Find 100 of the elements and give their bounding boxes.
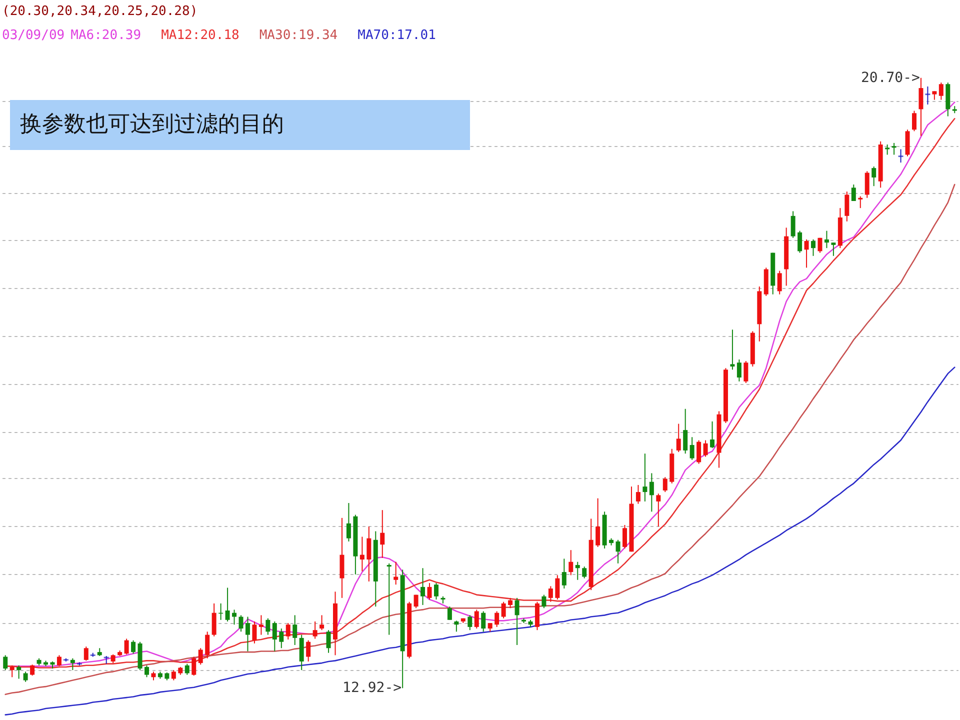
candlestick	[380, 510, 385, 558]
candlestick	[205, 631, 210, 659]
candlestick	[225, 587, 230, 622]
candlestick	[427, 582, 432, 600]
candlestick	[777, 270, 782, 295]
candlestick	[898, 148, 904, 164]
candlestick	[386, 562, 392, 636]
candlestick	[394, 561, 398, 586]
candlestick	[804, 238, 809, 268]
candlestick	[710, 420, 715, 449]
candlestick	[366, 526, 372, 582]
candlestick	[912, 110, 916, 132]
candlestick	[292, 614, 298, 646]
candlestick	[703, 440, 708, 458]
candlestick	[736, 358, 742, 382]
candlestick	[3, 654, 8, 671]
candlestick	[790, 210, 796, 238]
candlestick	[568, 550, 574, 576]
candlestick	[575, 561, 580, 580]
candlestick	[306, 640, 311, 662]
annotation: 12.92->	[342, 680, 402, 696]
candlestick	[501, 601, 506, 619]
text: MA12:20.18	[161, 28, 240, 43]
candlestick	[534, 601, 540, 631]
candlestick	[542, 594, 546, 609]
candlestick	[938, 82, 944, 100]
candlestick	[892, 142, 896, 156]
candlestick	[844, 191, 850, 222]
candlestick	[885, 144, 890, 156]
candlestick	[258, 614, 264, 636]
candlestick	[70, 658, 75, 671]
candlestick	[730, 329, 735, 370]
candlestick	[447, 606, 452, 620]
candlestick	[616, 539, 620, 564]
candlestick	[918, 77, 924, 136]
candlestick	[326, 630, 331, 654]
candlestick	[171, 670, 176, 681]
candlestick	[346, 502, 351, 542]
candlestick	[831, 242, 836, 256]
candlestick	[252, 620, 257, 644]
candlestick	[286, 622, 290, 640]
candlestick	[676, 423, 681, 453]
candlestick	[582, 566, 587, 579]
candlestick	[360, 536, 364, 572]
candlestick	[555, 574, 560, 600]
candlestick	[905, 129, 910, 157]
text: MA6:20.39	[70, 28, 142, 43]
candlestick	[858, 196, 863, 209]
candlestick	[468, 614, 472, 631]
candlestick	[818, 237, 822, 254]
candlestick	[56, 654, 62, 667]
candlestick	[481, 610, 486, 632]
candlestick	[434, 582, 438, 600]
candlestick	[420, 568, 426, 606]
candlestick	[622, 524, 627, 550]
candlestick	[824, 230, 829, 249]
candlestick	[474, 609, 479, 630]
candlestick	[279, 628, 284, 649]
candlestick	[232, 609, 237, 626]
candlestick	[494, 610, 500, 628]
candlestick	[636, 484, 640, 504]
candlestick	[320, 614, 324, 631]
candlestick	[272, 620, 277, 652]
candlestick	[84, 646, 88, 662]
candlestick	[596, 498, 600, 548]
candlestick	[144, 664, 149, 678]
candlestick	[16, 664, 22, 680]
candlestick	[238, 614, 244, 632]
candlestick	[690, 436, 694, 460]
candlestick	[212, 602, 216, 637]
candlestick	[131, 640, 136, 654]
candlestick	[548, 586, 553, 602]
candlestick	[798, 230, 802, 254]
text: MA30:19.34	[259, 28, 338, 43]
candlestick	[184, 663, 190, 676]
candlestick	[662, 476, 668, 493]
candlestick	[811, 238, 816, 256]
candlestick	[124, 638, 129, 655]
candlestick	[744, 360, 748, 384]
candlestick	[851, 184, 856, 202]
text: MA70:17.01	[358, 28, 436, 43]
candlestick	[299, 634, 304, 671]
text: 03/09/09	[2, 28, 65, 43]
candlestick	[683, 408, 688, 454]
annotation: 20.70->	[860, 70, 920, 86]
candlestick	[925, 86, 930, 106]
candlestick	[266, 618, 270, 636]
candlestick	[23, 671, 28, 682]
candlestick	[454, 620, 459, 632]
candlestick	[562, 558, 566, 590]
candlestick	[872, 166, 876, 187]
candlestick	[508, 597, 513, 609]
candlestick	[312, 620, 318, 640]
candlestick	[198, 648, 203, 666]
candlestick	[642, 453, 648, 502]
candlestick	[656, 493, 661, 528]
text: (20.30,20.34,20.25,20.28)	[2, 4, 198, 19]
candlestick	[696, 440, 702, 464]
candlestick	[340, 517, 344, 598]
candlestick	[30, 664, 35, 676]
